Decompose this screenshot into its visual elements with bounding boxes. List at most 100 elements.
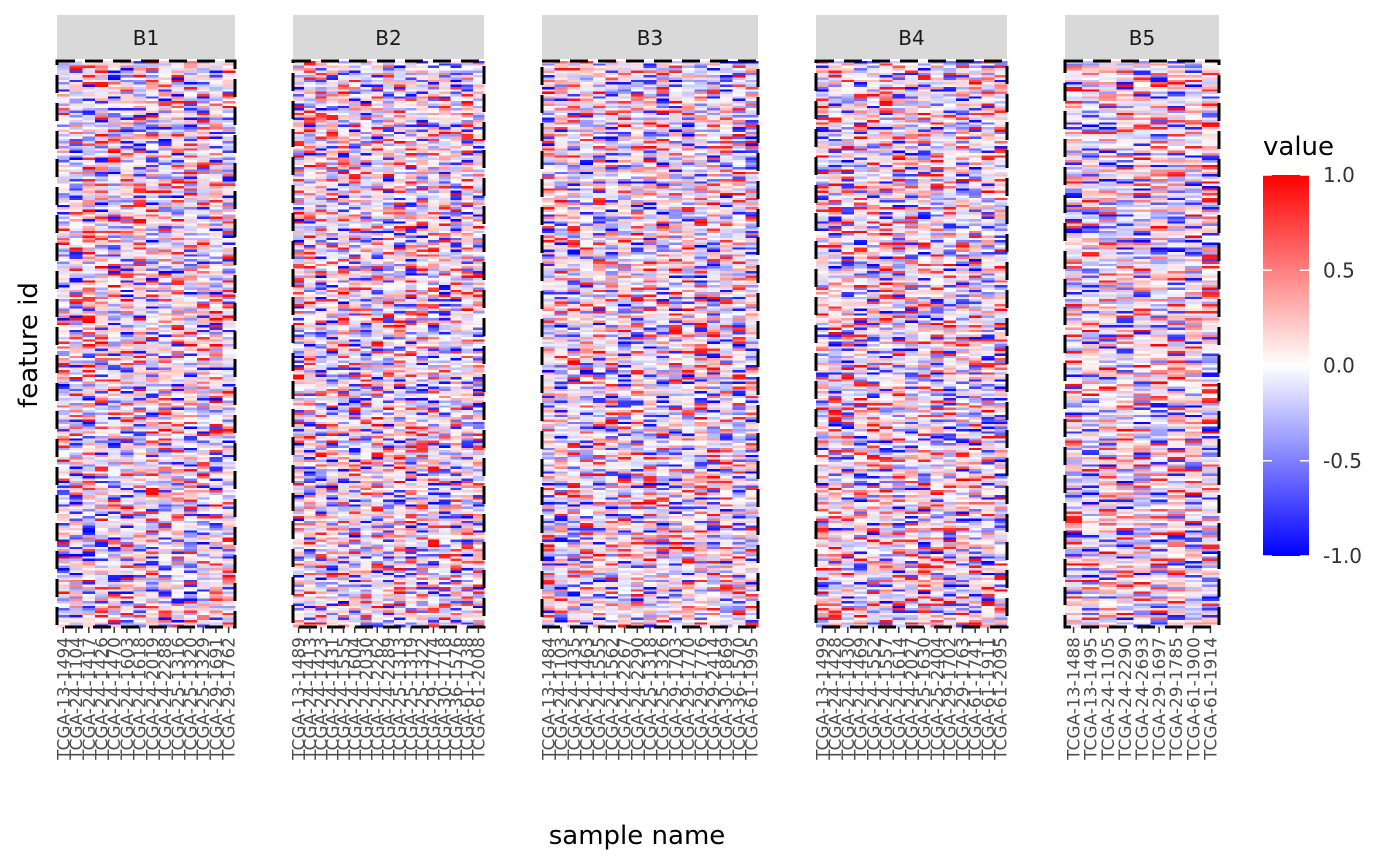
heatmap-cell (69, 157, 83, 161)
heatmap-cell (326, 77, 339, 81)
heatmap-cell (120, 237, 134, 241)
heatmap-cell (69, 535, 83, 538)
heatmap-cell (222, 143, 236, 147)
heatmap-cell (315, 188, 328, 192)
heatmap-cell (360, 63, 373, 67)
heatmap-cell (209, 610, 223, 614)
heatmap-cell (158, 407, 172, 411)
heatmap-cell (120, 127, 134, 130)
heatmap-cell (171, 480, 185, 484)
heatmap-cell (107, 247, 121, 251)
heatmap-cell (196, 421, 210, 425)
heatmap-cell (69, 259, 83, 262)
heatmap-cell (196, 119, 210, 123)
heatmap-cell (394, 209, 406, 213)
heatmap-cell (171, 277, 185, 281)
heatmap-cell (133, 431, 147, 435)
heatmap-cell (196, 171, 210, 175)
heatmap-cell (405, 280, 417, 284)
heatmap-cell (184, 96, 198, 100)
heatmap-cell (472, 127, 485, 130)
heatmap-cell (107, 303, 121, 307)
heatmap-cell (439, 117, 451, 121)
heatmap-cell (360, 129, 373, 133)
heatmap-cell (133, 263, 147, 267)
heatmap-cell (184, 497, 198, 501)
heatmap-cell (209, 157, 223, 161)
heatmap-cell (196, 542, 210, 545)
heatmap-cell (82, 596, 96, 600)
heatmap-cell (371, 171, 384, 175)
heatmap-cell (158, 327, 172, 331)
heatmap-cell (69, 273, 83, 277)
heatmap-cell (304, 122, 316, 126)
heatmap-cell (337, 122, 350, 126)
heatmap-cell (394, 254, 406, 258)
heatmap-cell (95, 219, 109, 222)
heatmap-cell (171, 471, 185, 475)
heatmap-cell (184, 344, 198, 347)
heatmap-cell (371, 96, 384, 100)
heatmap-cell (107, 63, 121, 67)
heatmap-cell (461, 103, 474, 107)
heatmap-cell (69, 511, 83, 515)
heatmap-cell (120, 202, 134, 206)
heatmap-cell (184, 79, 198, 83)
heatmap-cell (133, 252, 147, 255)
heatmap-cell (57, 155, 71, 159)
heatmap-cell (184, 369, 198, 373)
heatmap-cell (133, 386, 147, 390)
heatmap-cell (439, 115, 451, 118)
heatmap-cell (107, 339, 121, 343)
heatmap-cell (209, 568, 223, 571)
heatmap-cell (69, 65, 83, 69)
heatmap-cell (107, 424, 121, 427)
heatmap-cell (427, 270, 440, 274)
heatmap-cell (222, 516, 236, 519)
heatmap-cell (69, 195, 83, 199)
heatmap-cell (439, 270, 451, 274)
heatmap-cell (416, 131, 429, 135)
heatmap-cell (427, 79, 440, 83)
heatmap-cell (184, 348, 198, 352)
heatmap-cell (133, 537, 147, 541)
heatmap-cell (171, 105, 185, 109)
heatmap-cell (184, 108, 198, 111)
heatmap-cell (107, 348, 121, 352)
heatmap-cell (427, 197, 440, 201)
heatmap-cell (304, 136, 316, 140)
heatmap-cell (158, 72, 172, 76)
heatmap-cell (146, 622, 160, 626)
heatmap-cell (394, 65, 406, 69)
heatmap-cell (158, 299, 172, 302)
heatmap-cell (196, 287, 210, 291)
heatmap-cell (293, 84, 305, 88)
heatmap-cell (158, 308, 172, 312)
heatmap-cell (95, 344, 109, 347)
heatmap-cell (450, 75, 462, 78)
heatmap-cell (146, 122, 160, 126)
heatmap-cell (82, 150, 96, 154)
heatmap-cell (209, 96, 223, 100)
heatmap-cell (107, 282, 121, 286)
heatmap-cell (82, 211, 96, 215)
heatmap-cell (95, 329, 109, 333)
heatmap-cell (69, 237, 83, 241)
heatmap-cell (304, 145, 316, 149)
heatmap-cell (360, 254, 373, 258)
heatmap-cell (196, 233, 210, 236)
heatmap-cell (337, 86, 350, 90)
heatmap-cell (304, 68, 316, 71)
heatmap-cell (427, 209, 440, 213)
heatmap-cell (82, 124, 96, 128)
heatmap-cell (107, 391, 121, 394)
heatmap-cell (95, 259, 109, 262)
heatmap-cell (209, 178, 223, 182)
heatmap-cell (439, 240, 451, 243)
heatmap-cell (209, 226, 223, 229)
heatmap-cell (222, 579, 236, 583)
heatmap-cell (184, 183, 198, 187)
heatmap-cell (171, 433, 185, 437)
heatmap-cell (146, 520, 160, 524)
heatmap-cell (222, 98, 236, 102)
